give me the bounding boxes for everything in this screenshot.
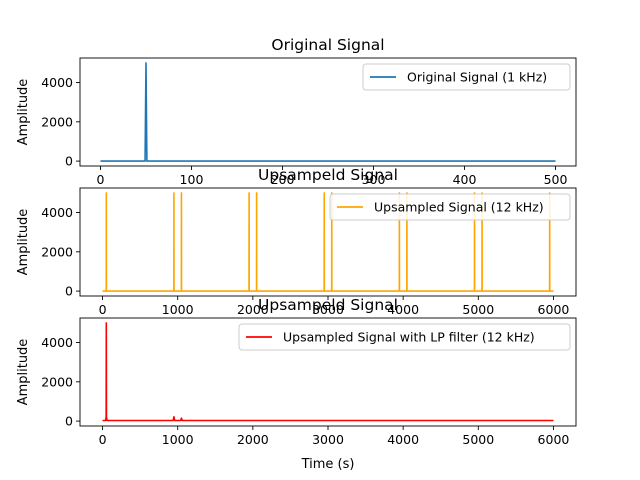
x-tick-label: 400: [453, 172, 477, 187]
x-tick-label: 3000: [312, 432, 344, 447]
x-tick-label: 4000: [387, 432, 419, 447]
chart-title: Upsampeld Signal: [258, 166, 398, 184]
legend: Upsampled Signal with LP filter (12 kHz): [238, 323, 571, 351]
x-tick-label: 1000: [162, 302, 194, 317]
y-tick-label: 0: [65, 154, 73, 169]
chart-title: Original Signal: [271, 36, 384, 54]
subplot-3: 0 1000 2000 3000 4000 5000 6000020004000Upsamp…: [16, 296, 577, 472]
series-line-1: [100, 62, 556, 162]
legend-box: [238, 323, 571, 351]
x-tick-label: 6000: [538, 432, 570, 447]
x-tick-label: 1000: [162, 432, 194, 447]
y-tick-label: 4000: [41, 75, 73, 90]
legend-box: [362, 63, 571, 91]
legend: Original Signal (1 kHz): [362, 63, 571, 91]
y-axis-label: Amplitude: [16, 209, 31, 276]
y-tick-label: 2000: [41, 374, 73, 389]
axes-frame: [79, 57, 577, 167]
x-axis-label: Time (s): [301, 457, 355, 472]
x-tick-label: 0: [99, 302, 107, 317]
subplot-2: 0 1000 2000 3000 4000 5000 6000020004000Upsamp…: [16, 166, 577, 317]
y-tick-label: 0: [65, 414, 73, 429]
x-tick-label: 4000: [387, 302, 419, 317]
legend-label: Upsampled Signal (12 kHz): [374, 200, 544, 215]
x-tick-label: 0: [97, 172, 105, 187]
y-tick-label: 2000: [41, 244, 73, 259]
x-tick-label: 6000: [538, 302, 570, 317]
y-tick-label: 0: [65, 284, 73, 299]
legend-box: [329, 193, 571, 221]
x-tick-label: 500: [544, 172, 568, 187]
x-tick-label: 5000: [462, 432, 494, 447]
y-axis-label: Amplitude: [16, 79, 31, 146]
subplot-1: 0 100 200 300 400 500 0 2000 4000 Original Signal…: [16, 36, 577, 187]
series-line-1: [102, 322, 554, 422]
x-tick-label: 0: [99, 432, 107, 447]
legend-label: Upsampled Signal with LP filter (12 kHz): [283, 330, 535, 345]
y-tick-label: 2000: [41, 114, 73, 129]
x-tick-label: 5000: [462, 302, 494, 317]
series-line-1: [102, 192, 554, 292]
x-tick-label: 3000: [312, 302, 344, 317]
legend-label: Original Signal (1 kHz): [407, 70, 547, 85]
y-tick-label: 4000: [41, 335, 73, 350]
y-tick-label: 4000: [41, 205, 73, 220]
legend: Upsampled Signal (12 kHz): [329, 193, 571, 221]
x-tick-label: 2000: [237, 302, 269, 317]
x-tick-label: 100: [180, 172, 204, 187]
y-axis-label: Amplitude: [16, 339, 31, 406]
x-tick-label: 2000: [237, 432, 269, 447]
x-tick-label: 300: [362, 172, 386, 187]
x-tick-label: 200: [271, 172, 295, 187]
chart-title: Upsampeld Signal: [258, 296, 398, 314]
